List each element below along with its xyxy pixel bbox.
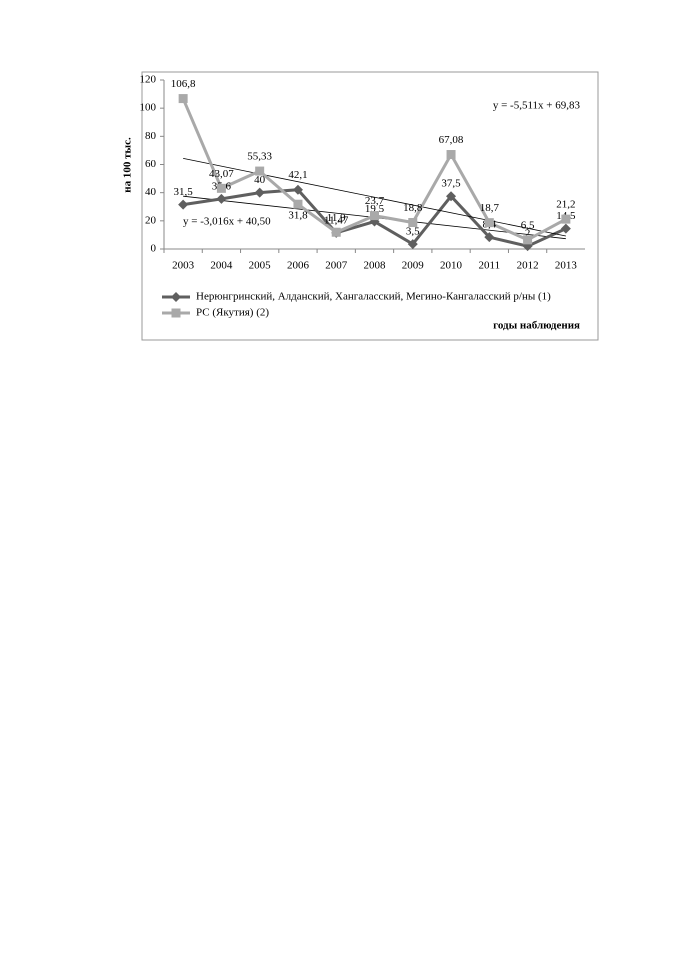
marker [484, 232, 495, 243]
x-tick-label: 2009 [402, 260, 425, 272]
marker [370, 211, 379, 221]
marker [523, 235, 533, 245]
marker [560, 223, 571, 234]
marker [293, 199, 303, 209]
y-tick-label: 120 [140, 74, 157, 86]
data-label: 23,7 [365, 195, 385, 207]
x-tick-label: 2010 [440, 260, 463, 272]
data-label: 67,08 [439, 134, 464, 146]
data-label: 31,8 [288, 210, 308, 222]
marker [292, 184, 303, 195]
data-label: 55,33 [247, 151, 272, 163]
marker [408, 218, 418, 228]
x-tick-label: 2013 [555, 260, 578, 272]
y-tick-label: 40 [145, 186, 157, 198]
x-axis-title: годы наблюдения [493, 320, 580, 332]
data-label: 31,5 [174, 186, 194, 198]
data-label: 21,2 [556, 199, 575, 211]
legend-label: РС (Якутия) (2) [196, 307, 269, 319]
chart-frame [141, 71, 599, 341]
x-tick-label: 2007 [325, 260, 348, 272]
trend-equation: y = -5,511x + 69,83 [493, 100, 581, 112]
marker [255, 166, 265, 176]
x-tick-label: 2004 [210, 260, 233, 272]
x-tick-label: 2005 [249, 260, 272, 272]
marker [484, 218, 494, 228]
data-label: 11,9 [327, 212, 346, 224]
y-tick-label: 100 [140, 102, 157, 114]
x-tick-label: 2011 [479, 260, 501, 272]
data-label: 42,1 [288, 169, 307, 181]
marker [561, 214, 571, 224]
marker [216, 193, 227, 204]
y-tick-label: 20 [145, 214, 157, 226]
data-label: 43,07 [209, 168, 234, 180]
marker [331, 227, 341, 237]
data-label: 3,5 [406, 226, 420, 238]
marker [171, 292, 181, 302]
y-axis-title: на 100 тыс. [122, 137, 134, 193]
data-label: 40 [254, 174, 266, 186]
marker [178, 94, 188, 104]
data-label: 37,5 [441, 178, 461, 190]
x-tick-label: 2012 [517, 260, 539, 272]
x-tick-label: 2003 [172, 260, 195, 272]
data-label: 18,7 [480, 202, 500, 214]
marker [446, 191, 457, 202]
data-label: 18,8 [403, 202, 423, 214]
legend-label: Нерюнгринский, Алданский, Хангаласский, … [196, 291, 551, 303]
y-tick-label: 80 [145, 130, 157, 142]
trendline [183, 158, 566, 237]
data-label: 2 [525, 228, 531, 240]
marker [446, 150, 456, 160]
x-tick-label: 2006 [287, 260, 310, 272]
data-label: 6,5 [521, 219, 535, 231]
data-label: 19,5 [365, 203, 385, 215]
marker [407, 239, 418, 250]
x-tick-label: 2008 [364, 260, 387, 272]
marker [216, 183, 226, 193]
y-tick-label: 0 [151, 243, 157, 255]
marker [254, 187, 265, 198]
marker [171, 308, 181, 318]
data-label: 11,47 [324, 214, 349, 226]
trend-equation: y = -3,016x + 40,50 [183, 216, 271, 228]
data-label: 106,8 [171, 78, 196, 90]
marker [178, 199, 189, 210]
y-tick-label: 60 [145, 158, 157, 170]
